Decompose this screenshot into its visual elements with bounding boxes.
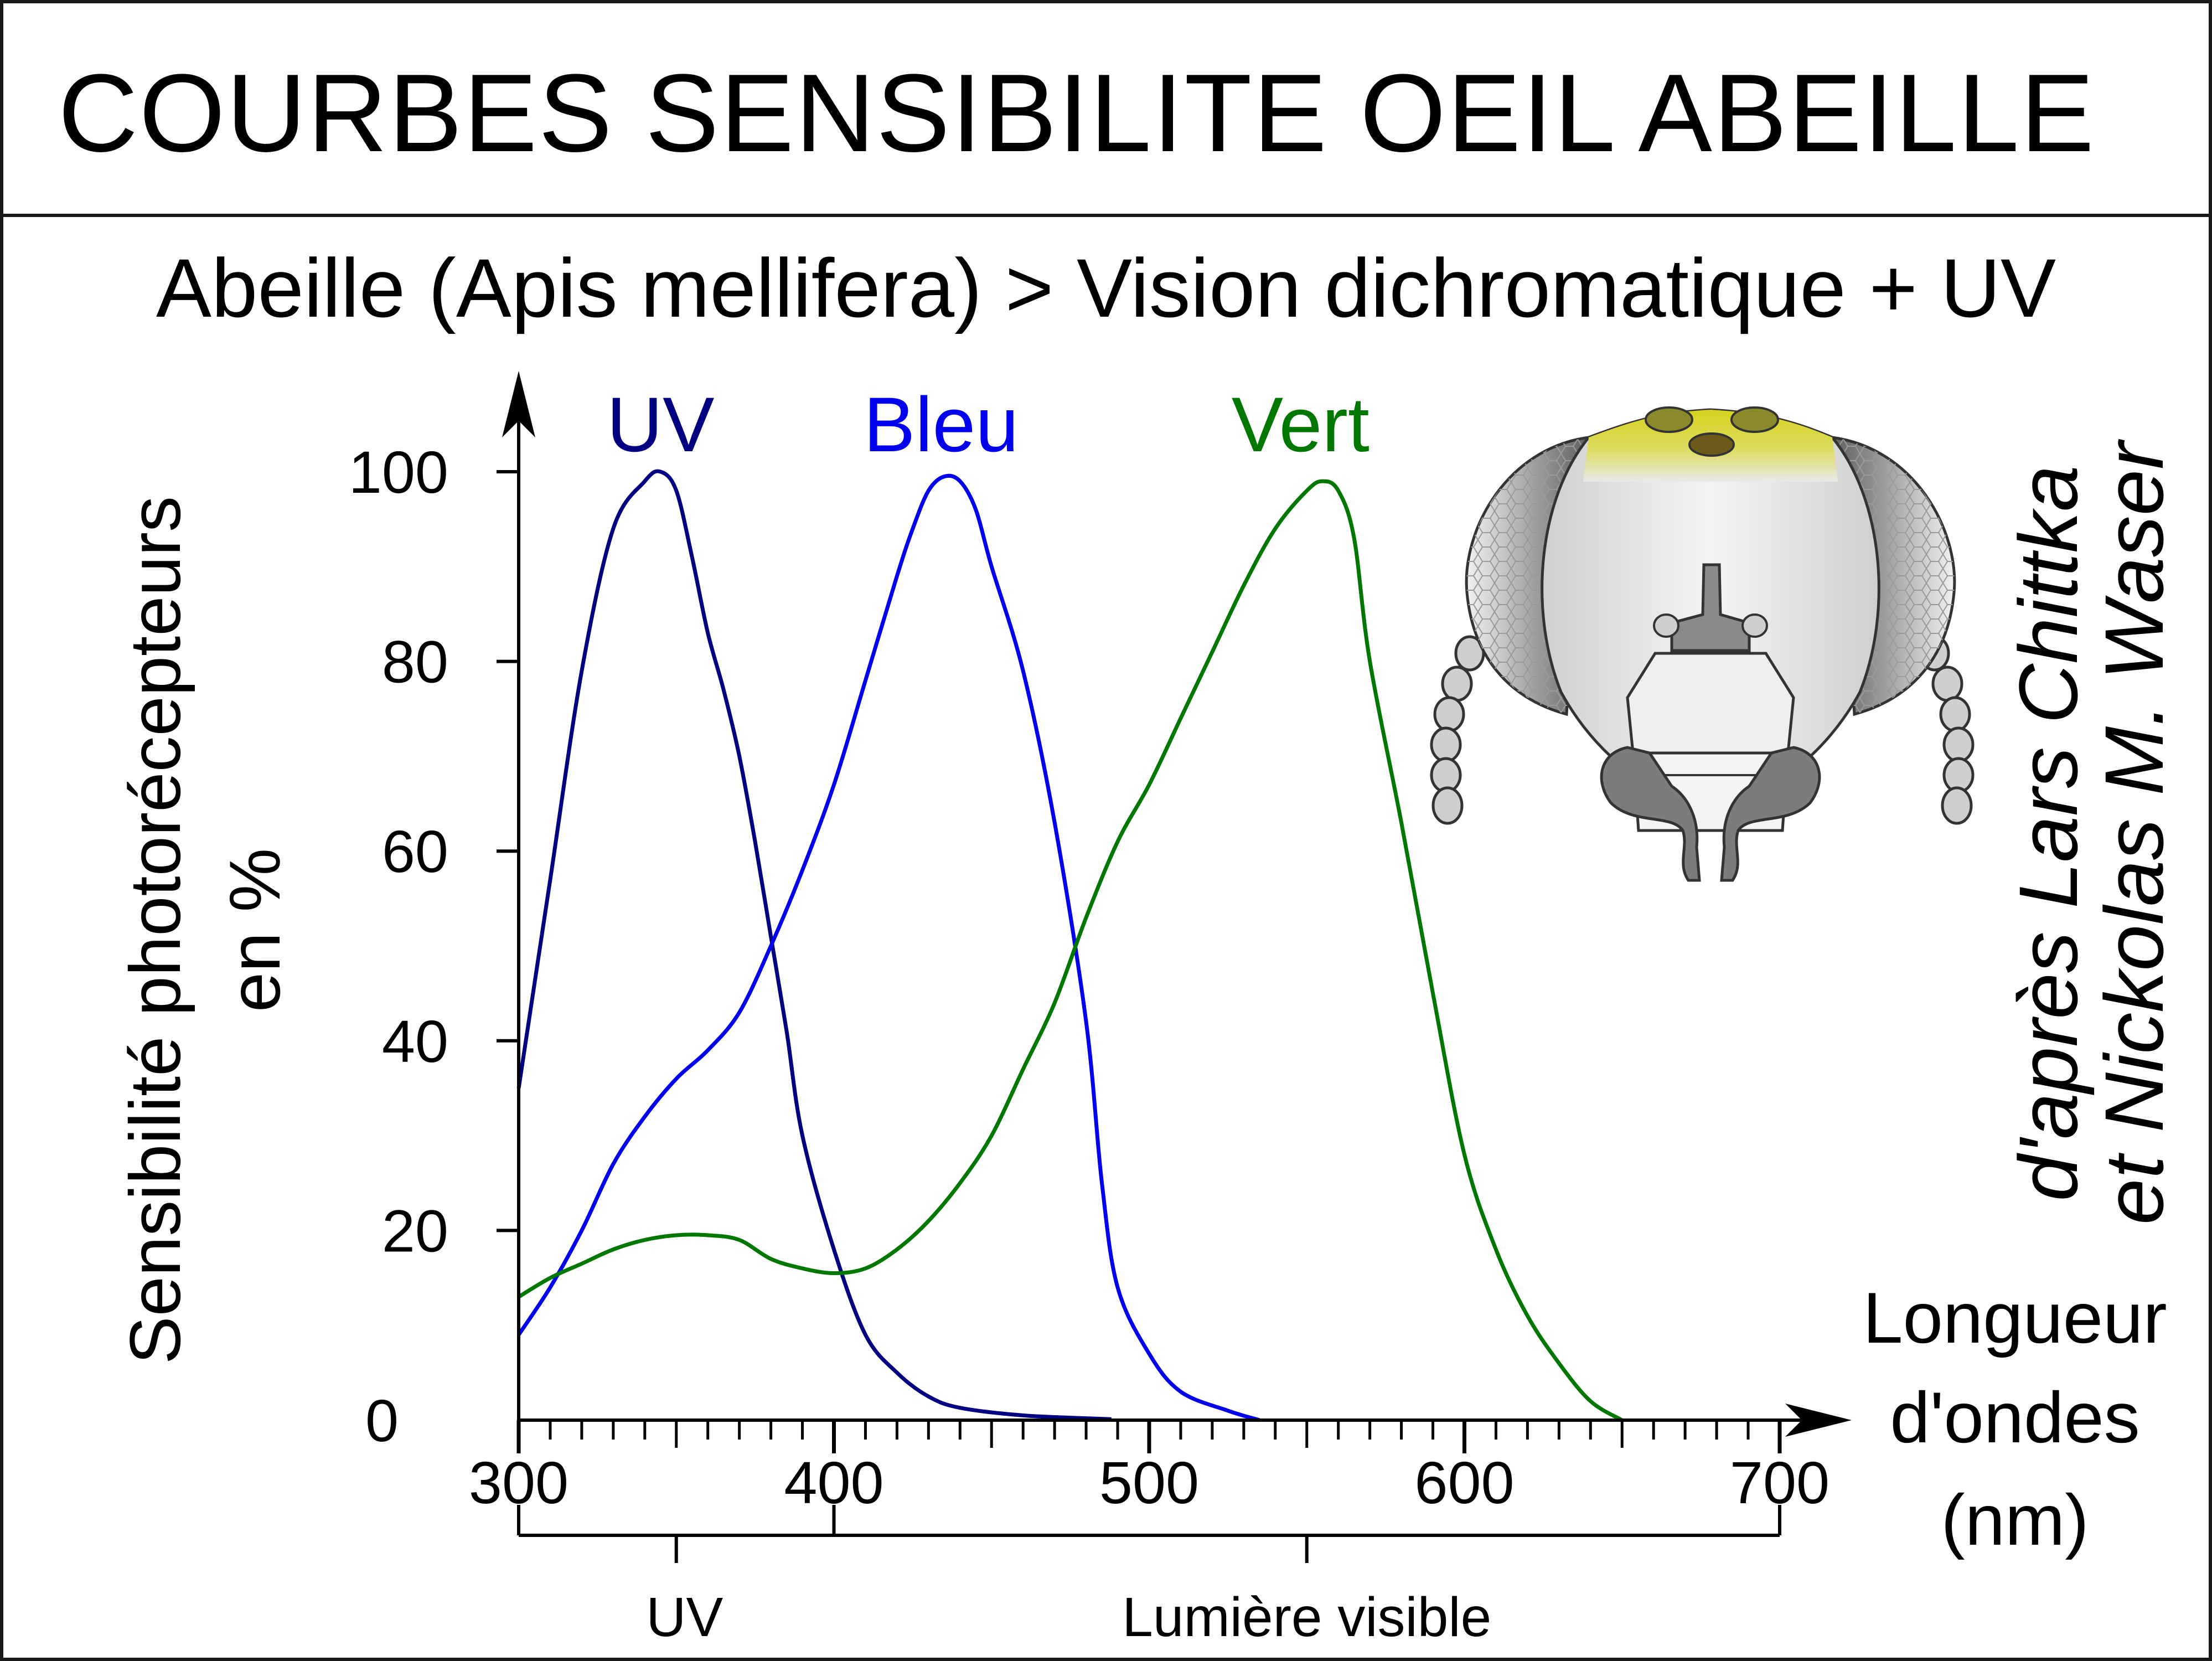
x-tick-label: 400 <box>784 1449 883 1516</box>
credit-line-1: d'après Lars Chittka <box>2002 465 2095 1201</box>
series-label-vert: Vert <box>1232 381 1369 468</box>
bands-layer: UV Lumière visible <box>517 1505 1781 1648</box>
series-line-bleu <box>517 473 1260 1422</box>
series-line-uv <box>516 469 1112 1421</box>
page-title: COURBES SENSIBILITE OEIL ABEILLE <box>58 51 2096 175</box>
x-tick-label: 500 <box>1099 1449 1199 1516</box>
bee-head-icon <box>1430 406 1975 882</box>
curves-layer <box>516 469 1624 1422</box>
x-axis-title: (nm) <box>1941 1479 2089 1560</box>
labels-layer: UV Bleu Vert 0 20 40 60 80 100 300 400 500 600 700 Lon… <box>115 381 2167 1560</box>
y-axis-arrow <box>502 371 535 437</box>
series-label-uv: UV <box>607 381 714 468</box>
y-tick-label: 80 <box>382 628 448 695</box>
series-label-bleu: Bleu <box>864 381 1019 468</box>
x-axis-arrow <box>1785 1404 1852 1437</box>
x-tick-label: 700 <box>1730 1449 1829 1516</box>
band-label: UV <box>646 1586 723 1648</box>
y-axis-title: Sensibilité photorécepteurs <box>115 496 195 1364</box>
y-tick-label: 40 <box>382 1008 448 1075</box>
y-tick-label: 0 <box>365 1387 399 1454</box>
credit-line-2: et Nickolas M. Waser <box>2087 441 2180 1225</box>
axes-layer <box>497 371 1852 1453</box>
x-tick-label: 300 <box>469 1449 568 1516</box>
x-tick-label: 600 <box>1414 1449 1514 1516</box>
page-subtitle: Abeille (Apis mellifera) > Vision dichro… <box>156 241 2056 334</box>
y-tick-label: 20 <box>382 1197 448 1264</box>
y-tick-label: 100 <box>349 439 448 505</box>
band-label: Lumière visible <box>1122 1586 1491 1648</box>
series-line-vert <box>518 479 1624 1422</box>
x-axis-title: d'ondes <box>1890 1377 2139 1458</box>
y-tick-label: 60 <box>382 818 448 885</box>
title-band: COURBES SENSIBILITE OEIL ABEILLE <box>0 0 2212 217</box>
x-axis-title: Longueur <box>1863 1277 2167 1358</box>
y-axis-title: en % <box>214 848 295 1012</box>
